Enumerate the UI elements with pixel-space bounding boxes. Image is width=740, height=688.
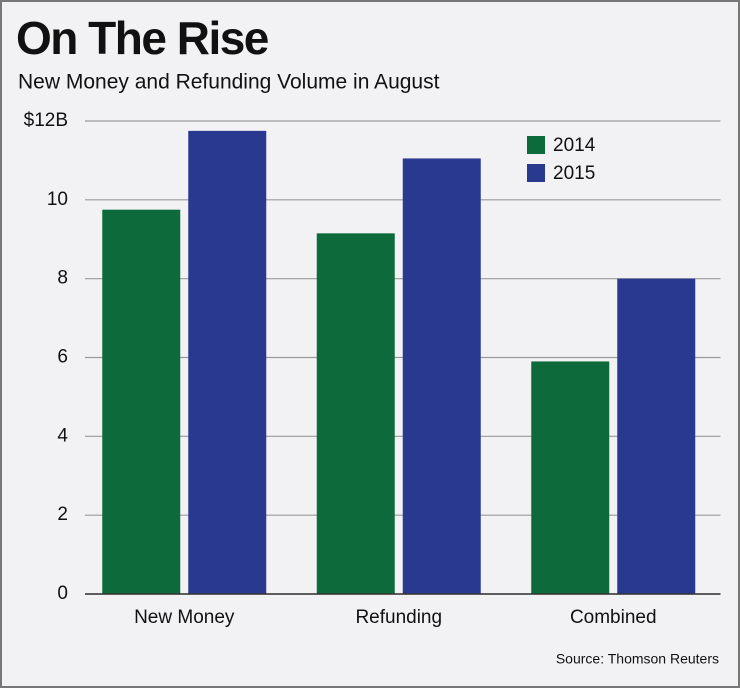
source-note: Source: Thomson Reuters — [556, 651, 719, 667]
bar — [617, 278, 696, 594]
y-tick-label: 4 — [57, 425, 68, 446]
legend-swatch — [527, 136, 545, 154]
bar — [102, 209, 181, 594]
x-tick-label: Refunding — [355, 607, 442, 628]
y-tick-label: 0 — [57, 583, 68, 604]
legend-swatch — [527, 164, 545, 182]
y-tick-label: 6 — [57, 347, 68, 368]
chart-subtitle: New Money and Refunding Volume in August — [18, 71, 440, 94]
y-tick-label: 8 — [57, 268, 68, 289]
y-tick-label: 10 — [47, 189, 68, 210]
legend-label: 2014 — [553, 135, 596, 156]
chart-title: On The Rise — [16, 12, 269, 64]
bar — [402, 158, 481, 594]
bar — [316, 233, 395, 594]
y-tick-label: $12B — [24, 110, 68, 131]
bar — [531, 361, 610, 594]
legend-label: 2015 — [553, 163, 595, 184]
x-tick-label: New Money — [134, 607, 235, 628]
y-tick-label: 2 — [57, 504, 68, 525]
bar — [188, 130, 267, 594]
x-tick-label: Combined — [570, 607, 657, 628]
